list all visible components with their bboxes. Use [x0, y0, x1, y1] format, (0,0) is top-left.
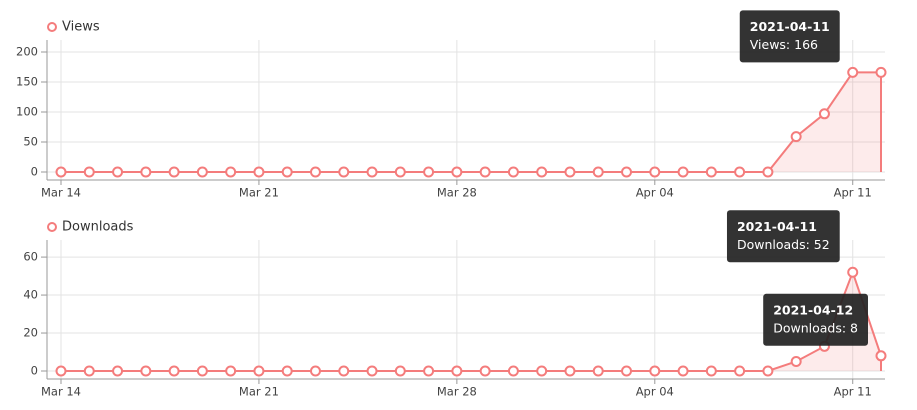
point — [847, 266, 859, 278]
point — [338, 166, 350, 178]
point — [196, 365, 208, 377]
x-tick-label: Apr 04 — [636, 186, 674, 200]
line — [61, 269, 882, 372]
x-tick-label: Apr 11 — [834, 385, 872, 399]
point — [762, 365, 774, 377]
y-tick-label: 200 — [16, 45, 38, 59]
point — [790, 131, 802, 143]
y-tick-label: 100 — [16, 105, 38, 119]
x-tick-label: Mar 14 — [41, 186, 81, 200]
point — [677, 166, 689, 178]
x-tick-label: Apr 04 — [636, 385, 674, 399]
point — [112, 365, 124, 377]
x-tick-label: Mar 21 — [239, 385, 279, 399]
point — [168, 365, 180, 377]
legend-marker — [47, 222, 57, 232]
legend-label: Downloads — [62, 220, 134, 235]
point — [649, 365, 661, 377]
point — [479, 365, 491, 377]
point — [366, 365, 378, 377]
legend-marker — [47, 22, 57, 32]
area — [61, 272, 881, 371]
x-tick-label: Mar 14 — [41, 385, 81, 399]
point — [564, 166, 576, 178]
x-tick-label: Mar 28 — [437, 385, 477, 399]
point — [621, 166, 633, 178]
y-tick-label: 50 — [23, 135, 38, 149]
point — [253, 166, 265, 178]
point — [875, 350, 887, 362]
point — [479, 166, 491, 178]
point — [253, 365, 265, 377]
tooltip-title: 2021-04-11 — [750, 19, 830, 34]
point — [168, 166, 180, 178]
point — [734, 365, 746, 377]
y-tick-label: 20 — [23, 326, 38, 340]
point — [225, 365, 237, 377]
y-tick-label: 0 — [31, 364, 38, 378]
tooltip: 2021-04-11 Views: 166 — [739, 10, 840, 63]
point — [394, 166, 406, 178]
area — [61, 72, 881, 172]
point — [83, 365, 95, 377]
tooltip-text: Downloads: 52 — [737, 237, 830, 252]
y-tick-label: 60 — [23, 250, 38, 264]
point — [621, 365, 633, 377]
tooltip: 2021-04-11 Downloads: 52 — [726, 210, 840, 263]
point — [140, 365, 152, 377]
point — [649, 166, 661, 178]
tooltip-text: Downloads: 8 — [773, 320, 858, 335]
point — [338, 365, 350, 377]
point — [451, 365, 463, 377]
point — [423, 166, 435, 178]
y-tick-label: 150 — [16, 75, 38, 89]
point — [734, 166, 746, 178]
point — [112, 166, 124, 178]
tooltip-box — [726, 210, 840, 263]
point — [705, 166, 717, 178]
point — [309, 166, 321, 178]
point — [225, 166, 237, 178]
point — [790, 356, 802, 368]
tooltip-box — [739, 10, 840, 63]
x-tick-label: Apr 11 — [834, 186, 872, 200]
point — [451, 166, 463, 178]
point — [83, 166, 95, 178]
legend-label: Views — [62, 20, 100, 35]
point — [564, 365, 576, 377]
y-tick-label: 40 — [23, 288, 38, 302]
tooltip-box — [763, 293, 868, 346]
point — [55, 166, 67, 178]
y-tick-label: 0 — [31, 165, 38, 179]
line — [61, 71, 881, 173]
point — [762, 166, 774, 178]
point — [536, 365, 548, 377]
point — [847, 66, 859, 78]
point — [507, 365, 519, 377]
point — [55, 365, 67, 377]
point — [536, 166, 548, 178]
point — [281, 166, 293, 178]
tooltip-title: 2021-04-11 — [737, 219, 817, 234]
point — [366, 166, 378, 178]
point — [592, 365, 604, 377]
point — [309, 365, 321, 377]
tooltip-title: 2021-04-12 — [773, 302, 853, 317]
point — [423, 365, 435, 377]
tooltip-text: Views: 166 — [750, 37, 818, 52]
point — [818, 108, 830, 120]
x-tick-label: Mar 28 — [437, 186, 477, 200]
point — [394, 365, 406, 377]
x-tick-label: Mar 21 — [239, 186, 279, 200]
point — [281, 365, 293, 377]
tooltip: 2021-04-12 Downloads: 8 — [763, 293, 868, 346]
point — [196, 166, 208, 178]
point — [705, 365, 717, 377]
point — [875, 66, 887, 78]
point — [140, 166, 152, 178]
point — [677, 365, 689, 377]
point — [507, 166, 519, 178]
point — [592, 166, 604, 178]
